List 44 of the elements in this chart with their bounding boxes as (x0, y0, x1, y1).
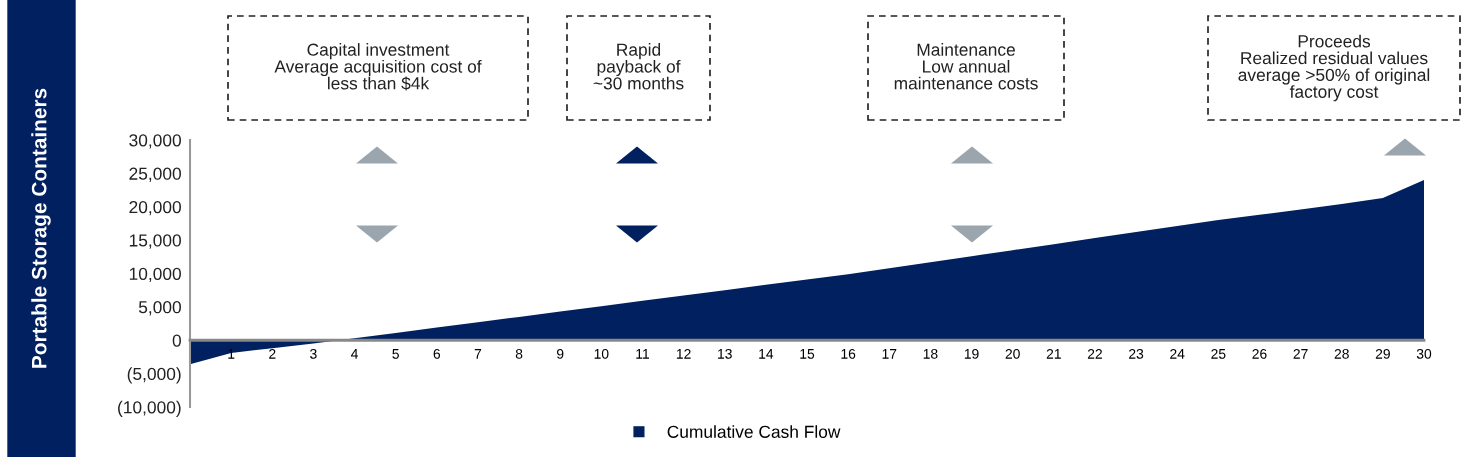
x-tick-label: 10 (594, 348, 609, 359)
y-tick-label: 0 (172, 334, 181, 347)
x-tick-label: 30 (1416, 348, 1432, 359)
y-tick-label: 20,000 (129, 200, 181, 216)
text: Capital investment Average acquisition cost of less than $4k (274, 43, 482, 91)
x-tick-label: 12 (676, 348, 691, 359)
text: Rapid payback of ~30 months (593, 43, 684, 90)
y-tick-label: (5,000) (127, 367, 181, 384)
x-tick-label: 28 (1334, 348, 1349, 359)
x-tick-label: 2 (269, 348, 276, 359)
text: Maintenance Low annual maintenance costs (894, 43, 1038, 90)
x-tick-label: 22 (1087, 348, 1102, 359)
x-tick-label: 13 (718, 348, 732, 359)
x-tick-label: 21 (1046, 348, 1061, 359)
text: Proceeds Realized residual values average >50% of original factory cost (1238, 34, 1430, 102)
y-tick-label: 15,000 (129, 234, 181, 249)
x-tick-label: 11 (636, 349, 649, 359)
x-tick-label: 16 (841, 348, 856, 359)
x-tick-label: 6 (433, 348, 441, 359)
y-tick-label: 5,000 (138, 301, 181, 316)
x-tick-label: 5 (392, 349, 399, 359)
x-tick-label: 17 (882, 349, 897, 359)
x-tick-label: 3 (310, 348, 317, 359)
x-tick-label: 4 (350, 349, 358, 359)
x-tick-label: 29 (1375, 348, 1390, 359)
y-axis-title: Portable Storage Containers (31, 88, 51, 368)
x-tick-label: 15 (800, 349, 815, 359)
x-tick-label: 14 (759, 349, 774, 359)
legend-label: Cumulative Cash Flow (667, 425, 841, 438)
y-tick-label: 25,000 (129, 167, 181, 182)
x-tick-label: 18 (923, 348, 938, 359)
x-tick-label: 25 (1211, 348, 1226, 359)
x-tick-label: 20 (1005, 348, 1020, 359)
x-tick-label: 27 (1293, 348, 1308, 359)
y-tick-label: 30,000 (129, 134, 181, 149)
y-tick-label: 10,000 (129, 267, 181, 283)
x-tick-label: 24 (1170, 348, 1185, 359)
y-tick-label: (10,000) (118, 400, 181, 417)
x-tick-label: 19 (964, 348, 979, 359)
x-tick-label: 7 (474, 349, 482, 359)
x-tick-label: 9 (556, 348, 564, 359)
x-tick-label: 26 (1252, 348, 1267, 359)
x-tick-label: 8 (515, 348, 523, 359)
x-tick-label: 23 (1129, 348, 1144, 359)
